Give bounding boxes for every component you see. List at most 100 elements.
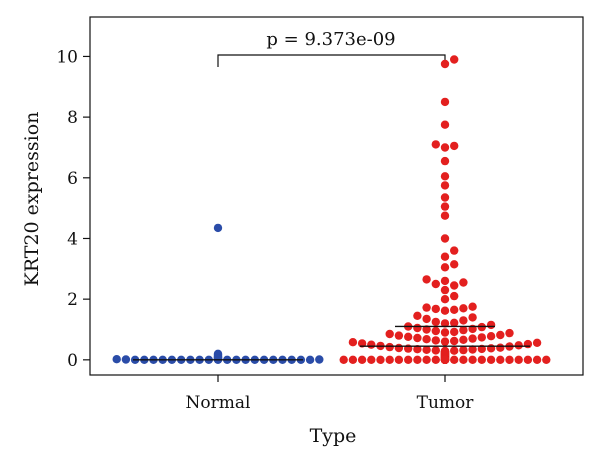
tumor-point (394, 355, 404, 364)
tumor-point (440, 97, 450, 107)
tumor-point (440, 252, 450, 261)
tumor-point (440, 328, 450, 337)
x-axis: Normal Tumor (186, 375, 475, 413)
tumor-point (431, 346, 440, 355)
tumor-point (422, 314, 431, 324)
tumor-point (413, 311, 422, 320)
y-tick-label: 8 (67, 108, 78, 128)
tumor-point (367, 355, 376, 364)
tumor-point (422, 303, 431, 312)
tumor-point (348, 355, 358, 364)
y-tick-label: 0 (67, 351, 78, 371)
tumor-point (404, 332, 413, 341)
tumor-point (532, 338, 542, 347)
tumor-point (486, 355, 496, 364)
tumor-point (450, 327, 459, 337)
x-axis-label: Type (310, 425, 357, 447)
y-tick-label: 4 (67, 229, 78, 249)
normal-point (112, 355, 121, 364)
tumor-point (459, 278, 468, 287)
tumor-point (348, 338, 358, 347)
tumor-point (440, 355, 450, 364)
tumor-point (413, 355, 422, 364)
tumor-point (505, 328, 514, 338)
tumor-point (459, 335, 468, 344)
tumor-point (486, 332, 496, 341)
tumor-point (367, 340, 376, 349)
tumor-point (459, 355, 468, 364)
tumor-point (468, 302, 477, 311)
data-points (112, 55, 551, 364)
tumor-point (514, 341, 523, 350)
tumor-point (496, 330, 505, 340)
tumor-point (450, 141, 459, 151)
tumor-point (440, 172, 450, 181)
tumor-point (459, 316, 468, 325)
y-axis: 0 2 4 6 8 10 (56, 47, 90, 371)
tumor-point (422, 355, 431, 364)
tumor-point (496, 355, 505, 364)
tumor-point (542, 355, 551, 364)
tumor-point (440, 276, 450, 286)
tumor-point (385, 342, 394, 352)
tumor-point (413, 333, 422, 343)
x-tick-label: Normal (186, 393, 251, 413)
tumor-point (450, 355, 459, 364)
tumor-point (385, 329, 394, 339)
tumor-point (468, 313, 477, 322)
tumor-point (440, 319, 450, 328)
tumor-point (440, 306, 450, 315)
tumor-point (440, 234, 450, 243)
tumor-point (532, 355, 542, 364)
tumor-point (450, 55, 459, 64)
bracket-line (217, 54, 446, 67)
tumor-point (413, 345, 422, 354)
tumor-point (450, 281, 459, 290)
normal-point (121, 355, 131, 364)
tumor-point (422, 275, 431, 284)
tumor-point (450, 291, 459, 301)
tumor-point (440, 202, 450, 211)
tumor-point (468, 334, 477, 343)
tumor-point (431, 317, 440, 327)
tumor-point (459, 325, 468, 335)
tumor-point (431, 140, 440, 149)
tumor-point (450, 336, 459, 346)
tumor-point (468, 345, 477, 354)
y-tick-label: 6 (67, 169, 78, 189)
tumor-point (431, 355, 440, 364)
tumor-point (394, 331, 404, 340)
tumor-point (514, 355, 523, 364)
plot-area-frame (89, 16, 584, 376)
tumor-point (440, 285, 450, 295)
tumor-point (440, 295, 450, 304)
tumor-point (450, 260, 459, 269)
median-lines (133, 325, 530, 361)
tumor-point (440, 120, 450, 129)
tumor-point (339, 355, 348, 364)
tumor-point (440, 181, 450, 190)
normal-point (315, 355, 324, 364)
p-value-annotation: p = 9.373e-09 (266, 29, 395, 50)
tumor-point (431, 326, 440, 336)
tumor-point (477, 333, 486, 342)
tumor-point (440, 143, 450, 152)
tumor-point (404, 355, 413, 364)
tumor-point (523, 355, 533, 364)
tumor-point (450, 318, 459, 327)
x-tick-label: Tumor (417, 393, 475, 413)
tumor-point (486, 320, 496, 330)
tumor-point (440, 337, 450, 346)
tumor-point (394, 343, 404, 353)
tumor-point (431, 279, 440, 289)
tumor-point (459, 345, 468, 355)
tumor-point (440, 263, 450, 272)
tumor-point (376, 355, 385, 364)
tumor-point (505, 355, 514, 364)
tumor-point (422, 325, 431, 334)
tumor-point (450, 346, 459, 355)
y-tick-label: 10 (56, 47, 78, 67)
tumor-point (468, 355, 477, 364)
tumor-point (440, 211, 450, 220)
tumor-point (422, 345, 431, 354)
